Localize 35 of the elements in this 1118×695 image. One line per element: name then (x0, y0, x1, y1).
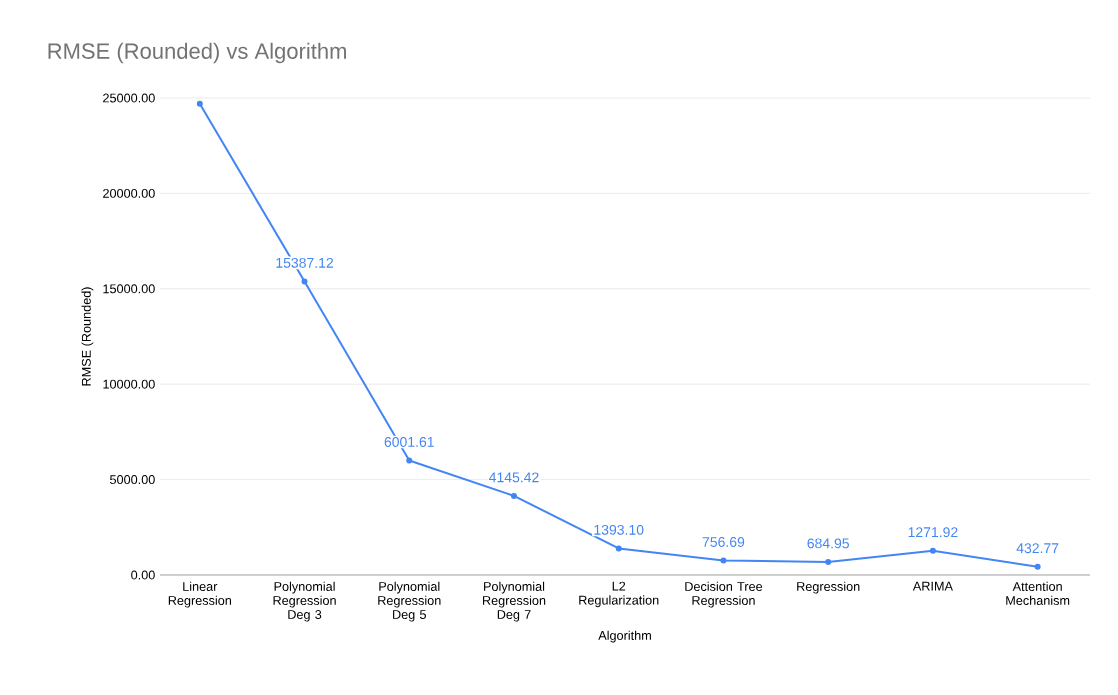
data-label: 15387.12 (276, 257, 333, 268)
point (511, 492, 517, 499)
x-tick-label: Attention Mechanism (1006, 581, 1070, 605)
x-tick-label: Regression (797, 581, 860, 594)
x-tick-label: ARIMA (912, 581, 953, 591)
y-tick-label: 5000.00 (110, 475, 155, 485)
data-label: 6001.61 (384, 436, 434, 447)
y-axis-title: RMSE (Rounded) (81, 287, 94, 386)
point (301, 278, 308, 285)
point (1034, 563, 1041, 570)
x-tick-label: Polynomial Regression Deg 3 (273, 581, 336, 622)
x-tick-label: Decision Tree Regression (685, 581, 763, 608)
x-tick-label: Polynomial Regression Deg 5 (378, 581, 441, 622)
y-tick-label: 0.00 (131, 570, 155, 580)
x-tick-label: Polynomial Regression Deg 7 (483, 581, 546, 622)
x-tick-label: L2 Regularization (579, 581, 659, 608)
y-tick-label: 20000.00 (103, 188, 155, 198)
data-label: 684.95 (807, 538, 849, 549)
data-label: 432.77 (1016, 543, 1059, 554)
data-label: 4145.42 (489, 472, 539, 483)
x-tick-label: Linear Regression (168, 581, 232, 608)
data-label: 1271.92 (908, 527, 958, 538)
data-label: 756.69 (702, 537, 745, 547)
y-tick-label: 25000.00 (103, 93, 155, 103)
point (720, 557, 727, 564)
y-tick-label: 10000.00 (103, 379, 155, 389)
y-tick-label: 15000.00 (103, 284, 155, 294)
chart-title: RMSE (Rounded) vs Algorithm (48, 42, 346, 64)
x-axis-title: Algorithm (598, 630, 651, 643)
point (615, 545, 622, 552)
point (406, 457, 413, 464)
point (929, 547, 936, 554)
data-label: 1393.10 (594, 524, 644, 535)
point (196, 100, 203, 107)
point (825, 558, 832, 565)
